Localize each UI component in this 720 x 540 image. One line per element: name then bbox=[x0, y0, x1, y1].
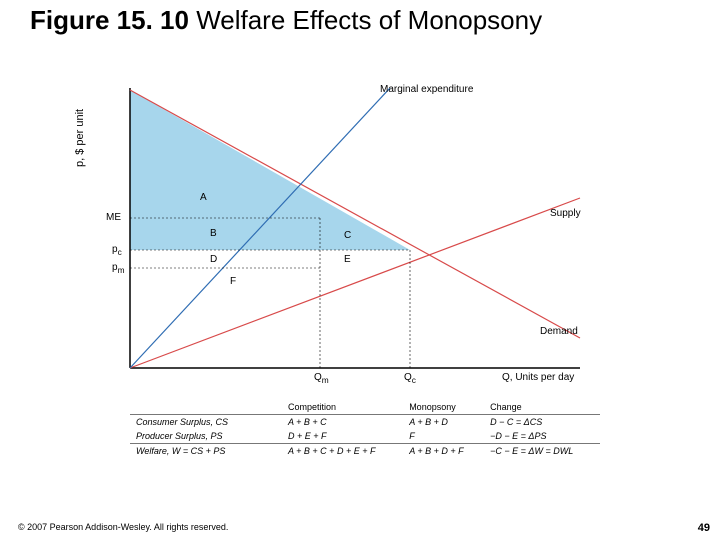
ps-comp: D + E + F bbox=[282, 429, 403, 444]
demand-label: Demand bbox=[540, 326, 578, 337]
cs-mono: A + B + D bbox=[403, 415, 484, 430]
table-row: Producer Surplus, PS D + E + F F −D − E … bbox=[130, 429, 600, 444]
cs-label: Consumer Surplus, CS bbox=[130, 415, 282, 430]
region-C: C bbox=[344, 230, 351, 241]
cs-comp: A + B + C bbox=[282, 415, 403, 430]
ps-mono: F bbox=[403, 429, 484, 444]
me-tick-label: ME bbox=[106, 212, 121, 223]
th-blank bbox=[130, 400, 282, 415]
chart-area: p, $ per unit ME pc pm A B C D E F Margi… bbox=[90, 78, 590, 388]
w-mono: A + B + D + F bbox=[403, 444, 484, 459]
region-E: E bbox=[344, 254, 351, 265]
ps-change: −D − E = ΔPS bbox=[484, 429, 600, 444]
x-axis-label: Q, Units per day bbox=[502, 372, 574, 383]
table-row: Welfare, W = CS + PS A + B + C + D + E +… bbox=[130, 444, 600, 459]
qm-tick-label: Qm bbox=[314, 372, 329, 385]
region-D: D bbox=[210, 254, 217, 265]
qc-tick-label: Qc bbox=[404, 372, 416, 385]
th-competition: Competition bbox=[282, 400, 403, 415]
marginal-expenditure-label: Marginal expenditure bbox=[380, 84, 473, 95]
supply-label: Supply bbox=[550, 208, 581, 219]
copyright-text: © 2007 Pearson Addison-Wesley. All right… bbox=[18, 522, 228, 532]
figure-title: Figure 15. 10 Welfare Effects of Monopso… bbox=[30, 6, 680, 36]
figure-title-text: Welfare Effects of Monopsony bbox=[189, 5, 542, 35]
region-A: A bbox=[200, 192, 207, 203]
region-B: B bbox=[210, 228, 217, 239]
table-header-row: Competition Monopsony Change bbox=[130, 400, 600, 415]
pm-tick-label: pm bbox=[112, 262, 125, 275]
w-label: Welfare, W = CS + PS bbox=[130, 444, 282, 459]
cs-change: D − C = ΔCS bbox=[484, 415, 600, 430]
pc-tick-label: pc bbox=[112, 244, 122, 257]
region-F: F bbox=[230, 276, 236, 287]
ps-label: Producer Surplus, PS bbox=[130, 429, 282, 444]
y-axis-label: p, $ per unit bbox=[74, 78, 92, 198]
w-change: −C − E = ΔW = DWL bbox=[484, 444, 600, 459]
page-number: 49 bbox=[698, 522, 710, 534]
w-comp: A + B + C + D + E + F bbox=[282, 444, 403, 459]
table-row: Consumer Surplus, CS A + B + C A + B + D… bbox=[130, 415, 600, 430]
th-monopsony: Monopsony bbox=[403, 400, 484, 415]
welfare-table: Competition Monopsony Change Consumer Su… bbox=[130, 400, 600, 458]
chart-svg bbox=[90, 78, 590, 388]
th-change: Change bbox=[484, 400, 600, 415]
figure-number: Figure 15. 10 bbox=[30, 5, 189, 35]
